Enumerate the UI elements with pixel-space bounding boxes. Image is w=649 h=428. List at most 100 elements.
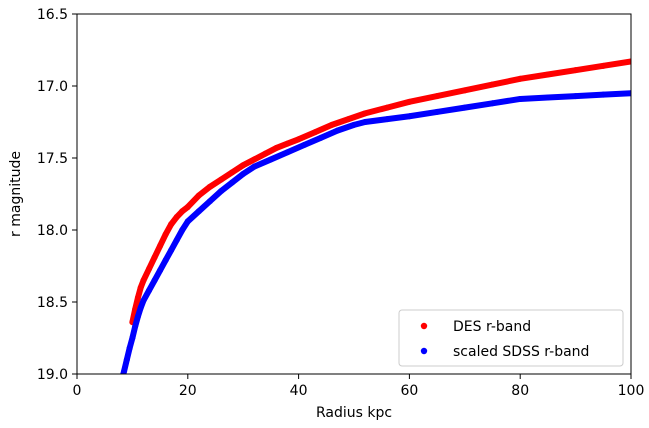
data-point xyxy=(572,93,579,100)
data-point xyxy=(151,254,158,261)
data-point xyxy=(362,119,369,125)
data-point xyxy=(134,294,141,301)
data-point xyxy=(179,208,186,215)
data-point xyxy=(157,267,164,274)
series-band xyxy=(120,90,631,374)
data-point xyxy=(229,179,236,186)
data-point xyxy=(284,140,291,147)
data-point xyxy=(517,75,524,82)
plot-frame xyxy=(76,13,632,375)
data-point xyxy=(132,323,139,330)
data-point xyxy=(600,91,607,98)
data-point xyxy=(121,368,128,374)
data-point xyxy=(134,313,141,320)
y-tick-label: 18.5 xyxy=(37,295,68,311)
data-point xyxy=(173,237,180,244)
y-tick-label: 19.0 xyxy=(37,367,68,383)
data-point xyxy=(229,169,236,176)
data-point xyxy=(140,277,147,284)
series-0 xyxy=(129,58,631,326)
x-axis-ticks: 0 20 40 60 80 100 xyxy=(73,374,645,399)
data-point xyxy=(434,93,441,100)
data-point xyxy=(273,144,280,151)
legend-marker-des xyxy=(420,322,428,330)
data-point xyxy=(184,218,191,225)
y-axis-ticks: 16.5 17.0 17.5 18.0 18.5 19.0 xyxy=(37,7,77,383)
data-point xyxy=(406,113,413,120)
data-point xyxy=(489,100,496,107)
legend-marker-sdss xyxy=(420,347,428,355)
data-point xyxy=(384,116,391,123)
data-point xyxy=(206,198,213,205)
data-point xyxy=(240,162,247,169)
data-point xyxy=(345,116,352,123)
data-point xyxy=(168,247,175,254)
data-point xyxy=(123,356,130,363)
data-point xyxy=(517,95,524,102)
data-point xyxy=(312,129,319,136)
data-point xyxy=(267,156,274,163)
data-point xyxy=(251,156,258,163)
data-point xyxy=(301,142,308,149)
series-1 xyxy=(118,90,631,384)
data-point xyxy=(146,265,153,272)
data-point xyxy=(262,150,269,157)
legend-box xyxy=(398,309,624,367)
data-point xyxy=(162,257,169,264)
data-point xyxy=(206,183,213,190)
data-point xyxy=(628,58,631,65)
data-point xyxy=(162,231,169,238)
data-point xyxy=(146,287,153,294)
data-point xyxy=(240,170,247,177)
data-point xyxy=(489,81,496,88)
y-tick-label: 16.5 xyxy=(37,7,68,23)
data-point xyxy=(600,62,607,69)
y-axis-title: r magnitude xyxy=(8,151,24,237)
series-band xyxy=(129,58,631,326)
data-point xyxy=(544,94,551,101)
data-point xyxy=(218,188,225,195)
data-point xyxy=(628,90,631,97)
x-tick-label: 80 xyxy=(511,383,529,399)
x-tick-label: 100 xyxy=(618,383,645,399)
data-point xyxy=(461,104,468,111)
data-point xyxy=(461,87,468,94)
data-point xyxy=(151,277,158,284)
data-point xyxy=(126,345,133,352)
x-axis-title: Radius kpc xyxy=(316,405,392,421)
legend-label-sdss: scaled SDSS r-band xyxy=(453,344,589,360)
data-point xyxy=(157,242,164,249)
data-point xyxy=(434,108,441,115)
data-point xyxy=(328,121,335,128)
data-point xyxy=(184,203,191,210)
legend: DES r-band scaled SDSS r-band xyxy=(398,309,624,367)
data-point xyxy=(384,104,391,111)
data-point xyxy=(351,121,357,128)
data-point xyxy=(173,214,180,221)
data-point xyxy=(572,67,579,74)
data-point xyxy=(251,163,258,170)
data-point xyxy=(317,134,324,141)
data-point xyxy=(362,110,369,117)
x-tick-label: 40 xyxy=(290,383,308,399)
data-point xyxy=(140,297,147,304)
data-point xyxy=(195,208,202,215)
data-point xyxy=(137,284,144,291)
data-point xyxy=(406,98,413,105)
x-tick-label: 0 xyxy=(73,383,82,399)
data-point xyxy=(218,176,225,183)
data-point xyxy=(168,221,175,228)
data-point xyxy=(118,378,124,384)
series-layer xyxy=(118,58,631,384)
data-point xyxy=(284,149,291,156)
data-point xyxy=(195,192,202,199)
data-point xyxy=(544,71,551,78)
data-point xyxy=(334,127,341,134)
y-tick-label: 17.0 xyxy=(37,79,68,95)
x-tick-label: 60 xyxy=(400,383,418,399)
data-point xyxy=(295,136,302,143)
data-point xyxy=(137,304,144,311)
y-tick-label: 17.5 xyxy=(37,151,68,167)
data-point xyxy=(129,335,136,341)
